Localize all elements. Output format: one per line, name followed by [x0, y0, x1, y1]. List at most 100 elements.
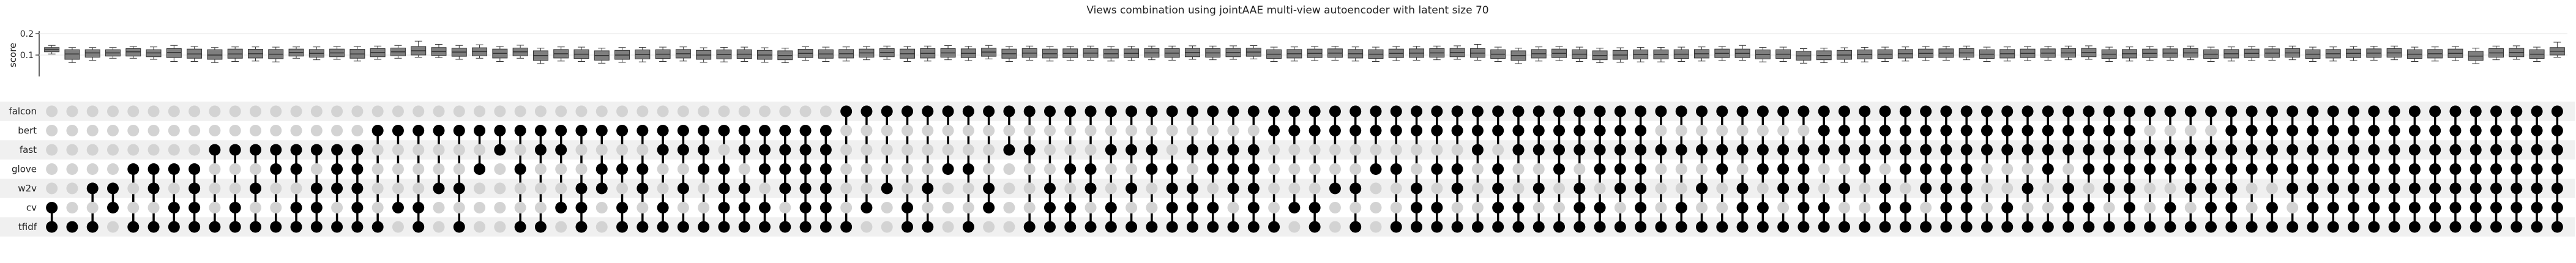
matrix-dot-falcon-88 — [1838, 105, 1850, 117]
matrix-dot-w2v-52 — [1105, 182, 1117, 194]
matrix-dot-falcon-4 — [127, 105, 140, 117]
matrix-dot-falcon-79 — [1655, 105, 1667, 117]
matrix-dot-fast-5 — [147, 144, 160, 156]
matrix-dot-fast-118 — [2449, 144, 2462, 156]
boxplot-41 — [879, 45, 895, 60]
matrix-column-46 — [983, 105, 995, 233]
boxplot-110 — [2285, 45, 2301, 61]
boxplot-83 — [1734, 45, 1750, 61]
matrix-dot-cv-11 — [270, 202, 282, 213]
matrix-dot-cv-31 — [677, 202, 689, 213]
matrix-dot-bert-18 — [413, 125, 425, 136]
matrix-dot-fast-104 — [2164, 144, 2176, 156]
matrix-column-10 — [249, 105, 261, 233]
matrix-column-64 — [1350, 105, 1362, 233]
matrix-dot-glove-34 — [738, 163, 750, 175]
matrix-dot-falcon-18 — [413, 105, 425, 117]
matrix-dot-w2v-23 — [514, 182, 526, 194]
matrix-dot-falcon-17 — [392, 105, 404, 117]
matrix-dot-w2v-54 — [1146, 182, 1158, 194]
matrix-dot-fast-42 — [901, 144, 913, 156]
matrix-dot-cv-100 — [2083, 202, 2095, 213]
matrix-dot-tfidf-48 — [1023, 221, 1036, 233]
matrix-dot-tfidf-113 — [2348, 221, 2360, 233]
matrix-dot-glove-60 — [1268, 163, 1280, 175]
matrix-dot-w2v-77 — [1614, 182, 1626, 194]
matrix-column-94 — [1960, 105, 1973, 233]
matrix-dot-w2v-60 — [1268, 182, 1280, 194]
matrix-dot-tfidf-89 — [1859, 221, 1871, 233]
boxplot-114 — [2366, 46, 2382, 61]
boxplot-35 — [757, 47, 773, 63]
matrix-column-79 — [1655, 105, 1667, 233]
matrix-dot-tfidf-70 — [1471, 221, 1484, 233]
matrix-dot-glove-37 — [799, 163, 812, 175]
matrix-dot-bert-43 — [922, 125, 934, 136]
matrix-dot-glove-41 — [881, 163, 893, 175]
matrix-dot-glove-13 — [310, 163, 323, 175]
matrix-dot-bert-114 — [2368, 125, 2380, 136]
matrix-dot-fast-74 — [1553, 144, 1566, 156]
matrix-column-73 — [1533, 105, 1545, 233]
boxplot-48 — [1021, 45, 1037, 61]
matrix-dot-falcon-107 — [2225, 105, 2238, 117]
matrix-dot-bert-73 — [1533, 125, 1545, 136]
matrix-dot-tfidf-45 — [962, 221, 974, 233]
matrix-dot-w2v-37 — [799, 182, 812, 194]
matrix-dot-fast-52 — [1105, 144, 1117, 156]
matrix-column-115 — [2388, 105, 2400, 233]
matrix-dot-tfidf-13 — [310, 221, 323, 233]
matrix-dot-glove-28 — [616, 163, 629, 175]
matrix-dot-fast-62 — [1309, 144, 1321, 156]
matrix-dot-fast-36 — [779, 144, 791, 156]
matrix-column-3 — [106, 105, 119, 233]
matrix-column-39 — [840, 105, 853, 233]
matrix-column-57 — [1207, 105, 1219, 233]
matrix-dot-tfidf-112 — [2327, 221, 2339, 233]
matrix-dot-cv-108 — [2246, 202, 2258, 213]
matrix-dot-falcon-116 — [2408, 105, 2421, 117]
matrix-dot-tfidf-87 — [1818, 221, 1830, 233]
matrix-dot-bert-72 — [1512, 125, 1525, 136]
matrix-dot-cv-15 — [351, 202, 364, 213]
matrix-dot-falcon-122 — [2531, 105, 2543, 117]
matrix-dot-bert-34 — [738, 125, 750, 136]
matrix-dot-glove-100 — [2083, 163, 2095, 175]
matrix-dot-fast-116 — [2408, 144, 2421, 156]
matrix-column-16 — [371, 105, 384, 233]
matrix-dot-w2v-59 — [1247, 182, 1260, 194]
matrix-dot-glove-119 — [2470, 163, 2482, 175]
matrix-dot-cv-107 — [2225, 202, 2238, 213]
boxplot-7 — [187, 46, 203, 62]
matrix-dot-cv-43 — [922, 202, 934, 213]
matrix-dot-cv-98 — [2042, 202, 2054, 213]
matrix-dot-falcon-7 — [189, 105, 201, 117]
matrix-dot-fast-37 — [799, 144, 812, 156]
matrix-dot-cv-49 — [1043, 202, 1056, 213]
matrix-dot-glove-42 — [901, 163, 913, 175]
matrix-dot-tfidf-88 — [1838, 221, 1850, 233]
matrix-dot-bert-45 — [962, 125, 974, 136]
matrix-dot-cv-27 — [595, 202, 608, 213]
boxplot-3 — [105, 47, 121, 59]
matrix-dot-cv-29 — [637, 202, 649, 213]
matrix-dot-cv-42 — [901, 202, 913, 213]
boxplot-47 — [1001, 46, 1017, 62]
matrix-dot-cv-77 — [1614, 202, 1626, 213]
matrix-dot-cv-67 — [1411, 202, 1423, 213]
matrix-dot-falcon-41 — [881, 105, 893, 117]
boxplot-31 — [675, 46, 691, 62]
matrix-column-112 — [2327, 105, 2339, 233]
matrix-column-7 — [189, 105, 201, 233]
matrix-dot-cv-115 — [2388, 202, 2400, 213]
matrix-dot-tfidf-121 — [2511, 221, 2523, 233]
boxplot-87 — [1816, 48, 1832, 64]
matrix-dot-tfidf-95 — [1981, 221, 1993, 233]
matrix-dot-cv-78 — [1635, 202, 1647, 213]
matrix-column-27 — [595, 105, 608, 233]
matrix-dot-tfidf-117 — [2429, 221, 2441, 233]
matrix-dot-fast-93 — [1940, 144, 1952, 156]
matrix-column-66 — [1390, 105, 1402, 233]
set-label-tfidf: tfidf — [18, 221, 37, 232]
matrix-dot-tfidf-86 — [1798, 221, 1810, 233]
